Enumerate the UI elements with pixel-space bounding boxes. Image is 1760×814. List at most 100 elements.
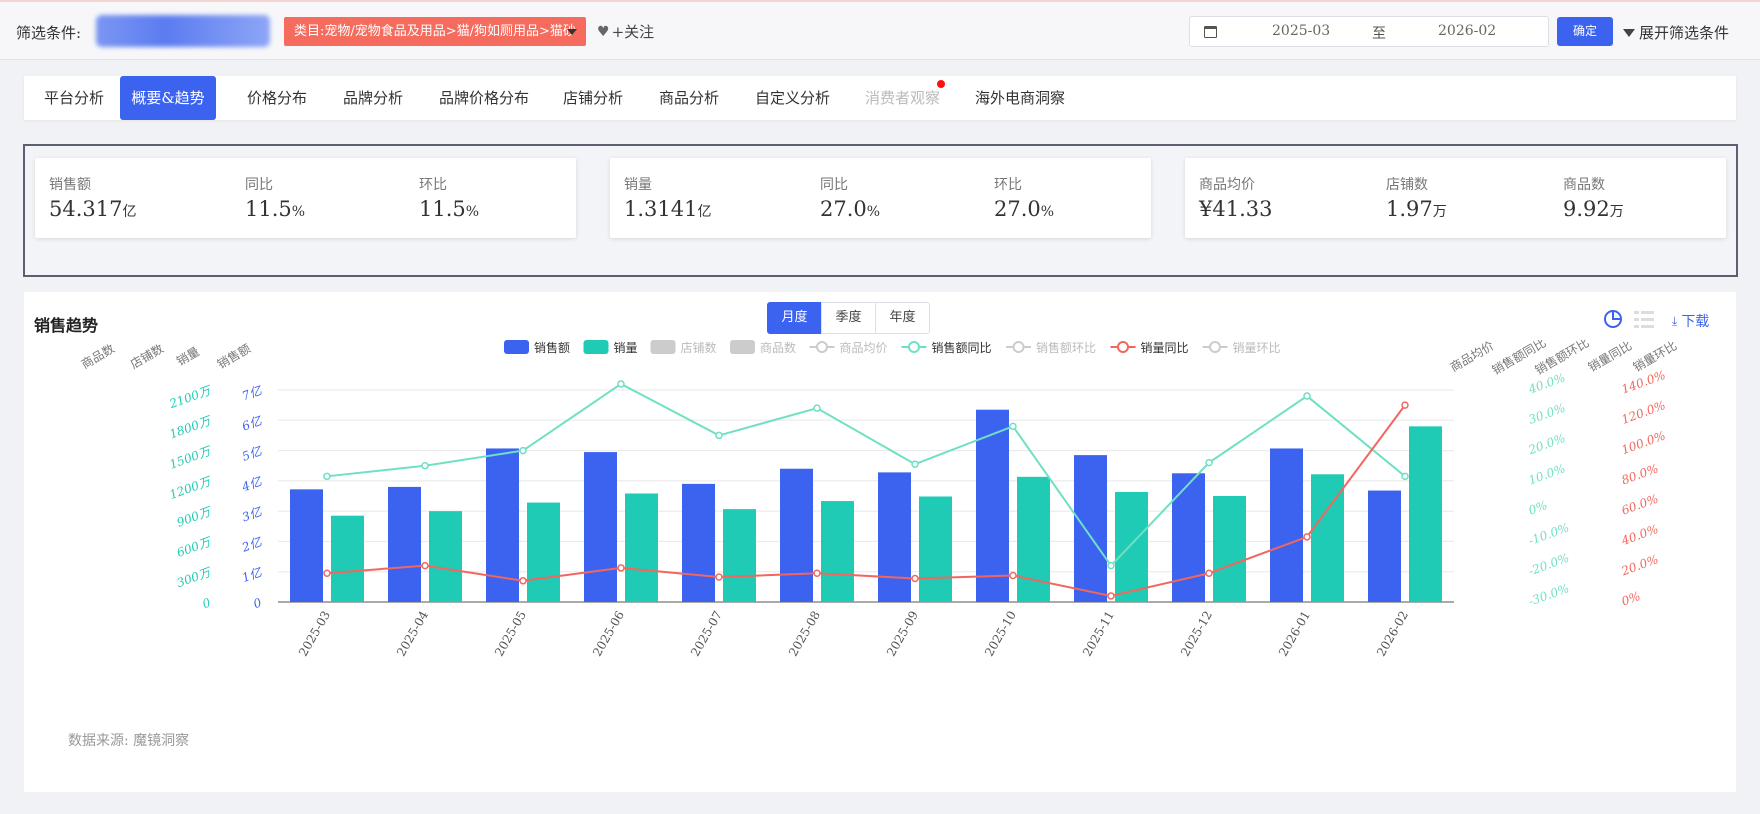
x-tick-label: 2025-07 xyxy=(688,609,725,659)
analysis-tab-bar: 平台分析 概要&趋势 价格分布 品牌分析 品牌价格分布 店铺分析 商品分析 自定… xyxy=(24,76,1736,120)
period-quarterly-button[interactable]: 季度 xyxy=(821,302,876,334)
date-end[interactable]: 2026-02 xyxy=(1438,23,1497,39)
legend-swatch xyxy=(583,340,609,354)
legend-label: 商品均价 xyxy=(840,340,888,355)
kpi-panel: 销售额 54.317亿 同比 11.5% 环比 11.5% 销量 1.3141亿… xyxy=(23,144,1738,277)
kpi-label: 店铺数 xyxy=(1386,177,1428,193)
bar xyxy=(527,502,560,602)
bar xyxy=(1115,491,1148,602)
kpi-volume-mom: 环比 27.0% xyxy=(994,174,1054,221)
date-start[interactable]: 2025-03 xyxy=(1272,23,1331,39)
axis-tick-label: 3亿 xyxy=(240,504,265,525)
funnel-icon xyxy=(1623,28,1635,37)
tab-platform-analysis[interactable]: 平台分析 xyxy=(44,89,105,107)
bar xyxy=(878,472,911,602)
period-monthly-button[interactable]: 月度 xyxy=(767,302,822,334)
category-tag[interactable]: 类目:宠物/宠物食品及用品>猫/狗如厕用品>猫砂 xyxy=(284,17,586,46)
follow-button[interactable]: ♥ +关注 xyxy=(597,21,654,42)
series-point xyxy=(911,460,919,468)
kpi-card-volume: 销量 1.3141亿 同比 27.0% 环比 27.0% xyxy=(610,158,1151,238)
kpi-avg-price: 商品均价 ¥41.33 xyxy=(1199,174,1272,221)
tab-brand-price-distribution[interactable]: 品牌价格分布 xyxy=(439,89,530,107)
kpi-value: 27.0% xyxy=(820,197,880,221)
kpi-value: 1.3141亿 xyxy=(624,197,711,221)
axis-tick-label: 40.0% xyxy=(1619,522,1661,549)
bar xyxy=(682,483,715,602)
series-point xyxy=(1303,392,1311,400)
kpi-unit: 万 xyxy=(1432,204,1447,220)
kpi-unit: % xyxy=(866,204,881,220)
tab-product-analysis[interactable]: 商品分析 xyxy=(659,89,720,107)
kpi-volume-yoy: 同比 27.0% xyxy=(820,174,880,221)
caret-down-icon[interactable] xyxy=(565,24,579,38)
expand-filter-button[interactable]: 展开筛选条件 xyxy=(1623,22,1729,43)
sales-trend-panel: 销售趋势 月度 季度 年度 ⤓ 下载 0 1亿 2亿 3亿 4亿 5亿 6亿 7亿 0 300万 6… xyxy=(24,292,1736,792)
kpi-value: 9.92万 xyxy=(1563,197,1624,221)
axis-tick-label: 0 xyxy=(251,595,263,611)
axis-tick-label: 1亿 xyxy=(240,564,265,585)
kpi-value: 1.97万 xyxy=(1386,197,1447,221)
axis-name-label: 销售额 xyxy=(214,341,253,372)
tab-price-distribution[interactable]: 价格分布 xyxy=(247,89,308,107)
series-point xyxy=(1205,458,1213,467)
axis-name-label: 店铺数 xyxy=(127,341,166,372)
bar xyxy=(1172,473,1205,602)
table-view-icon[interactable] xyxy=(1634,311,1654,328)
tab-shop-analysis[interactable]: 店铺分析 xyxy=(563,89,624,107)
bar xyxy=(976,409,1009,602)
download-icon: ⤓ xyxy=(1672,313,1678,328)
date-separator: 至 xyxy=(1372,26,1386,42)
kpi-value: ¥41.33 xyxy=(1199,197,1272,221)
axis-name-label: 销量环比 xyxy=(1631,340,1680,375)
bar xyxy=(1409,426,1442,602)
kpi-label: 同比 xyxy=(245,177,273,193)
date-range-picker[interactable]: 2025-03 至 2026-02 xyxy=(1189,16,1549,47)
bar xyxy=(1017,476,1050,602)
confirm-button[interactable]: 确定 xyxy=(1557,17,1613,46)
series-point xyxy=(813,404,821,412)
filter-label: 筛选条件: xyxy=(16,24,82,42)
kpi-label: 销量 xyxy=(624,177,652,193)
kpi-unit: 亿 xyxy=(697,204,712,220)
axis-tick-label: 4亿 xyxy=(239,474,265,495)
pie-chart-icon[interactable] xyxy=(1604,310,1622,328)
series-point xyxy=(1401,401,1409,409)
tab-custom-analysis[interactable]: 自定义分析 xyxy=(755,89,831,107)
series-point xyxy=(1009,571,1017,580)
expand-filter-label: 展开筛选条件 xyxy=(1639,24,1730,42)
series-point xyxy=(617,380,625,388)
axis-tick-label: 80.0% xyxy=(1620,461,1661,487)
axis-tick-label: 140.0% xyxy=(1620,368,1668,397)
download-button[interactable]: ⤓ 下载 xyxy=(1672,311,1709,331)
kpi-unit: % xyxy=(1040,204,1055,220)
kpi-unit: % xyxy=(291,204,306,220)
series-point xyxy=(519,577,527,585)
bar xyxy=(1368,490,1401,602)
legend-marker xyxy=(816,341,828,353)
axis-tick-label: 20.0% xyxy=(1619,552,1661,579)
tab-overview-trend[interactable]: 概要&趋势 xyxy=(120,76,216,120)
axis-name-label: 商品均价 xyxy=(1447,340,1496,375)
series-line xyxy=(326,404,1406,597)
kpi-shop-count: 店铺数 1.97万 xyxy=(1386,174,1447,221)
legend-marker xyxy=(908,341,920,353)
series-point xyxy=(323,472,331,481)
period-yearly-button[interactable]: 年度 xyxy=(875,302,930,334)
kpi-number: 54.317 xyxy=(49,197,123,221)
kpi-label: 销售额 xyxy=(49,177,91,193)
blurred-selection[interactable] xyxy=(96,15,270,47)
series-point xyxy=(1303,533,1311,541)
axis-tick-label: -20.0% xyxy=(1527,551,1571,579)
legend-label: 商品数 xyxy=(760,340,796,355)
tab-brand-analysis[interactable]: 品牌分析 xyxy=(343,89,404,107)
series-point xyxy=(617,564,625,572)
bar xyxy=(1074,455,1107,602)
kpi-label: 环比 xyxy=(419,177,447,193)
kpi-label: 环比 xyxy=(994,177,1022,193)
tab-consumer-insight[interactable]: 消费者观察 xyxy=(865,89,941,107)
axis-tick-label: 40.0% xyxy=(1526,370,1568,397)
kpi-number: 1.3141 xyxy=(624,197,698,221)
bar xyxy=(1213,496,1246,602)
tab-overseas-ecommerce[interactable]: 海外电商洞察 xyxy=(975,89,1066,107)
